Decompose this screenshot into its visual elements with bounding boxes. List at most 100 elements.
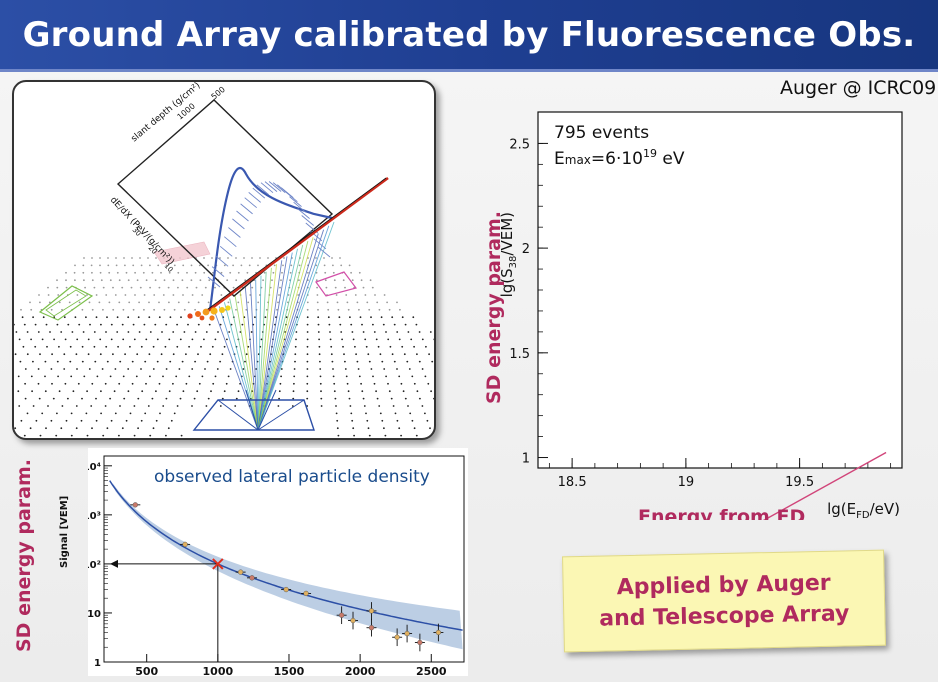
profile-error-bar xyxy=(244,197,257,209)
detector-station xyxy=(83,279,85,282)
detector-station xyxy=(145,382,147,385)
shower-axis xyxy=(203,176,389,316)
detector-station xyxy=(415,434,418,437)
detector-station xyxy=(235,279,238,282)
detector-station xyxy=(60,331,63,333)
detector-station xyxy=(341,338,343,341)
detector-station xyxy=(85,412,88,415)
detector-station xyxy=(56,412,58,415)
detector-station xyxy=(68,301,71,304)
detector-station xyxy=(306,338,309,341)
detector-station xyxy=(122,308,125,311)
detector-station xyxy=(226,338,228,341)
detector-station xyxy=(228,331,231,333)
detector-station xyxy=(379,353,382,356)
detector-station xyxy=(70,375,73,378)
detector-station xyxy=(293,375,296,378)
detector-station xyxy=(356,360,359,363)
detector-station xyxy=(327,316,330,319)
detector-station xyxy=(125,271,128,274)
detector-station xyxy=(30,375,33,378)
detector-station xyxy=(180,434,183,437)
detector-station xyxy=(138,331,141,333)
detector-station xyxy=(170,419,173,422)
detector-station xyxy=(219,405,222,407)
lateral-ytick-label: 1 xyxy=(94,658,101,669)
scatter-ytick-label-2.5: 2.5 xyxy=(509,137,530,152)
lateral-xtick-label: 2000 xyxy=(345,665,376,676)
detector-station xyxy=(294,345,297,348)
detector-station xyxy=(376,301,379,304)
lateral-caption-svg: SD energy param. xyxy=(13,459,35,652)
detector-station xyxy=(282,264,284,267)
detector-station xyxy=(217,331,219,333)
detector-station xyxy=(306,316,309,319)
lateral-caption-container: SD energy param. xyxy=(2,456,40,656)
detector-station xyxy=(306,308,309,311)
detector-station xyxy=(135,375,138,378)
fluorescence-ray xyxy=(234,294,259,431)
detector-station xyxy=(203,338,205,341)
detector-station xyxy=(169,360,172,363)
detector-station xyxy=(194,360,197,363)
detector-station xyxy=(413,382,416,385)
profile-error-bar xyxy=(240,203,253,215)
slant-depth-label: slant depth (g/cm²) xyxy=(130,82,203,144)
lateral-point-marker xyxy=(404,630,410,637)
detector-station xyxy=(188,375,191,378)
detector-station xyxy=(234,405,237,407)
detector-station xyxy=(272,271,275,274)
detector-station xyxy=(107,257,109,259)
detector-station xyxy=(229,271,232,274)
detector-station xyxy=(329,331,331,333)
detector-station xyxy=(178,368,181,370)
detector-station xyxy=(182,294,184,296)
dedx-tick-10: 10 xyxy=(163,262,175,274)
detector-station xyxy=(55,434,58,437)
detector-station xyxy=(350,323,353,326)
detector-station xyxy=(260,338,263,341)
lateral-panel: 1 10 10² 10³ 10⁴ 500 1000 1500 2000 2500 observed … xyxy=(83,448,468,678)
detector-station xyxy=(243,257,245,259)
detector-station xyxy=(73,271,76,274)
detector-station xyxy=(47,405,49,407)
detector-station xyxy=(235,308,237,311)
lateral-xtick-label: 2500 xyxy=(416,665,447,676)
detector-station xyxy=(149,434,152,437)
detector-station xyxy=(182,390,185,393)
detector-station xyxy=(398,427,401,430)
detector-station xyxy=(241,323,244,326)
detector-station xyxy=(232,286,235,289)
detector-station xyxy=(306,331,309,333)
detector-station xyxy=(389,345,392,348)
detector-station xyxy=(75,353,78,356)
detector-station xyxy=(289,271,292,274)
detector-station xyxy=(81,360,84,363)
profile-error-bar xyxy=(248,192,261,203)
detector-station xyxy=(225,382,228,385)
detector-station xyxy=(306,368,309,370)
detector-station xyxy=(85,316,87,319)
detector-station xyxy=(193,397,196,400)
detector-station xyxy=(123,397,126,400)
detector-station xyxy=(64,382,67,385)
detector-station xyxy=(223,345,226,348)
emax-unit: eV xyxy=(657,149,685,169)
fluorescence-ray xyxy=(257,221,335,431)
detector-station xyxy=(122,338,125,341)
profile-error-bar xyxy=(224,236,237,248)
detector-station xyxy=(168,271,171,274)
detector-station xyxy=(34,345,37,348)
detector-station xyxy=(373,382,376,385)
detector-station xyxy=(127,279,130,282)
detector-station xyxy=(91,279,94,282)
detector-station xyxy=(318,338,320,341)
detector-station xyxy=(374,294,376,296)
detector-station xyxy=(362,331,365,333)
longitudinal-profile xyxy=(208,166,333,311)
detector-station xyxy=(14,323,15,326)
detector-station xyxy=(52,397,55,400)
profile-error-bar xyxy=(228,227,241,238)
detector-station xyxy=(39,353,41,356)
detector-station xyxy=(14,427,17,430)
